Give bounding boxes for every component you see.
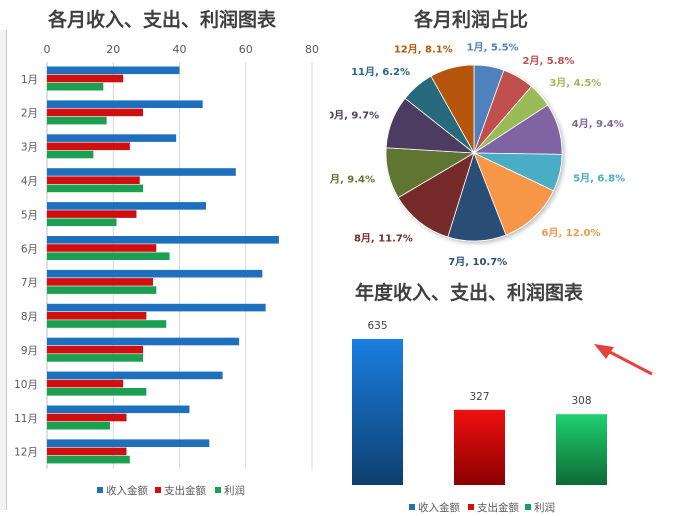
bar-income [47, 236, 279, 244]
x-tick-label: 60 [239, 43, 253, 56]
bar-income [47, 100, 203, 108]
category-label: 2月 [21, 108, 38, 120]
bar-expense [47, 312, 147, 320]
annual-chart-title: 年度收入、支出、利润图表 [355, 282, 584, 304]
pie-label: 8月, 11.7% [354, 233, 413, 245]
x-tick-label: 80 [305, 43, 319, 56]
bar-profit [47, 82, 104, 91]
category-label: 7月 [21, 277, 38, 289]
annual-value-label: 327 [469, 391, 489, 403]
x-tick-label: 40 [173, 43, 187, 56]
bar-income [47, 303, 266, 312]
legend-swatch [468, 504, 474, 510]
category-label: 4月 [21, 176, 38, 188]
legend-label: 利润 [534, 501, 555, 514]
pie-label: 2月, 5.8% [522, 55, 574, 67]
bar-profit [47, 252, 170, 260]
pie-label: 5月, 6.8% [573, 173, 625, 185]
pie-label: 9月, 9.4% [330, 173, 375, 185]
bar-expense [47, 74, 124, 83]
x-tick-label: 20 [106, 43, 120, 56]
category-label: 1月 [21, 74, 38, 86]
legend-label: 支出金额 [164, 484, 206, 497]
annual-bar [352, 339, 403, 485]
bar-expense [47, 176, 140, 184]
bar-profit [47, 150, 94, 159]
pie-label: 12月, 8.1% [394, 43, 453, 55]
legend-label: 利润 [224, 484, 245, 497]
window-edge [0, 30, 7, 510]
legend-swatch [97, 487, 103, 493]
pie-label: 11月, 6.2% [351, 66, 410, 78]
legend-label: 支出金额 [477, 501, 519, 514]
pie-slice [473, 152, 555, 236]
bar-income [47, 202, 206, 210]
bar-income [47, 439, 210, 447]
annual-value-label: 635 [367, 320, 387, 332]
category-label: 12月 [14, 447, 38, 459]
pie-label: 7月, 10.7% [448, 256, 507, 268]
bar-profit [47, 116, 107, 125]
bar-expense [47, 447, 127, 456]
annual-bar [556, 414, 607, 485]
pie-slice [397, 152, 475, 238]
pie-label: 10月, 9.7% [330, 109, 379, 121]
bar-expense [47, 210, 137, 218]
bar-profit [47, 286, 157, 294]
pie-label: 4月, 9.4% [572, 118, 624, 130]
bar-profit [47, 354, 144, 362]
monthly-chart-title: 各月收入、支出、利润图表 [48, 9, 277, 31]
annual-value-label: 308 [571, 395, 591, 407]
annual-bar-chart: 635 327 308 收入金额 支出金额 利润 [352, 320, 653, 514]
bar-expense [47, 142, 130, 151]
bar-profit [47, 455, 130, 464]
monthly-bar-chart: 0 20 40 60 80 1月 2月 3月 4月 5月 6月 7月 8月 9月 10月 11月 12月 收入… [14, 43, 319, 497]
pie-slice [430, 64, 475, 155]
bar-profit [47, 184, 144, 193]
legend-swatch [525, 504, 531, 510]
bar-expense [47, 108, 144, 117]
pointer-arrow [594, 344, 653, 376]
bar-income [47, 134, 177, 142]
bar-income [47, 371, 223, 380]
bar-expense [47, 379, 124, 388]
category-label: 3月 [21, 142, 38, 154]
x-tick-label: 0 [44, 43, 51, 56]
bar-income [47, 405, 190, 414]
legend-swatch [409, 504, 415, 510]
bar-income [47, 66, 180, 75]
bar-expense [47, 244, 157, 252]
bar-income [47, 269, 263, 278]
legend-swatch [215, 487, 221, 493]
bar-profit [47, 388, 147, 396]
legend-label: 收入金额 [418, 501, 460, 514]
bar-expense [47, 413, 127, 422]
category-label: 10月 [14, 379, 38, 391]
category-label: 8月 [21, 311, 38, 323]
category-label: 5月 [21, 209, 38, 221]
pie-label: 1月, 5.5% [467, 42, 519, 54]
profit-pie-chart: 1月, 5.5%2月, 5.8% 3月, 4.5% 4月, 9.4% 5月, 6.8%… [330, 42, 625, 268]
bar-expense [47, 345, 144, 354]
category-label: 9月 [21, 345, 38, 357]
bar-profit [47, 421, 110, 430]
category-label: 11月 [14, 413, 38, 425]
bar-expense [47, 278, 153, 286]
bar-profit [47, 218, 117, 227]
annual-bar [454, 409, 505, 485]
pie-label: 6月, 12.0% [542, 227, 601, 239]
bar-income [47, 168, 236, 176]
legend-label: 收入金额 [106, 484, 148, 497]
category-label: 6月 [21, 243, 38, 255]
pie-chart-title: 各月利润占比 [414, 9, 529, 31]
legend-swatch [155, 487, 161, 493]
bar-income [47, 337, 240, 346]
bar-profit [47, 320, 167, 328]
pie-label: 3月, 4.5% [549, 77, 601, 89]
